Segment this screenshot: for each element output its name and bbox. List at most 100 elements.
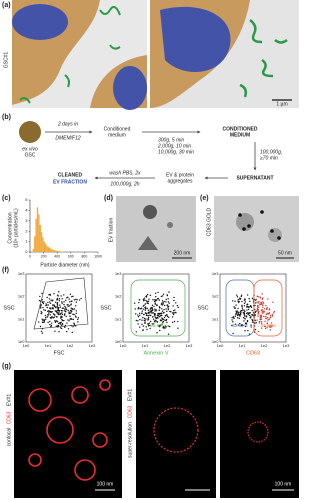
dot (67, 296, 69, 299)
dot (142, 298, 145, 300)
dot (163, 304, 166, 307)
dot (63, 314, 66, 316)
dot (242, 324, 244, 327)
dot (162, 321, 164, 323)
dot (246, 303, 249, 306)
scale-label: 1 µm (276, 101, 287, 107)
dot (260, 318, 263, 320)
dot (240, 294, 243, 296)
dot (162, 293, 165, 295)
dot (47, 321, 49, 324)
dot (77, 317, 80, 319)
dot (271, 315, 274, 317)
dot (145, 312, 147, 314)
dot (153, 313, 156, 315)
dot (269, 325, 271, 327)
dot (49, 311, 51, 313)
dot (241, 305, 243, 308)
dot (164, 314, 167, 317)
dot (62, 307, 65, 309)
dot (42, 302, 45, 305)
dot (63, 301, 65, 303)
dot (75, 301, 78, 303)
dot (248, 305, 250, 308)
histogram-bar (32, 248, 35, 252)
dot (56, 299, 58, 301)
dot (57, 306, 59, 309)
dot (261, 298, 264, 300)
dot (48, 294, 50, 296)
dot (54, 314, 56, 316)
axis-label: SSC (197, 305, 208, 311)
x-tick-label: 1e1 (239, 343, 246, 348)
dot (145, 307, 147, 310)
dot (56, 302, 58, 304)
dot (151, 307, 153, 309)
x-tick-label: 1e0 (120, 343, 127, 348)
dot (61, 310, 63, 312)
dot (141, 323, 143, 326)
dot (72, 313, 74, 316)
dot (240, 310, 242, 312)
dot (146, 301, 149, 303)
dot (54, 321, 57, 323)
dot (47, 301, 49, 304)
dot (147, 325, 150, 327)
dot (70, 318, 73, 320)
dot (148, 298, 150, 300)
dot (41, 301, 44, 303)
dot (54, 330, 56, 332)
dot (46, 306, 48, 309)
dot (51, 304, 54, 306)
dot (50, 325, 52, 328)
dot (43, 318, 45, 321)
dot (260, 301, 262, 303)
dot (171, 321, 174, 324)
dot (251, 297, 254, 299)
dot (57, 295, 59, 297)
histogram-bar (59, 251, 62, 252)
dot (156, 314, 159, 317)
dot (69, 318, 71, 320)
dot (164, 325, 167, 327)
dot (272, 301, 274, 303)
step-label: wash PBS, 2x (109, 170, 141, 176)
dot (65, 308, 67, 310)
dot (146, 328, 148, 331)
dot (261, 309, 263, 311)
dot (266, 307, 269, 309)
dot (244, 325, 247, 328)
dot (259, 296, 261, 298)
dot (231, 324, 233, 327)
panel-letter: (c) (2, 195, 11, 202)
panel-letter: (d) (104, 195, 113, 202)
dot (267, 313, 269, 315)
gate (33, 277, 89, 330)
dot (137, 315, 140, 318)
dot (64, 308, 66, 310)
dot (265, 304, 267, 307)
dot (249, 300, 251, 303)
dot (241, 307, 244, 309)
dot (257, 304, 259, 307)
dot (72, 308, 74, 311)
dot (146, 293, 149, 296)
dot (263, 308, 266, 310)
dot (252, 314, 254, 317)
dot (246, 294, 249, 296)
node-label: medium (108, 132, 126, 138)
dot-cloud (133, 291, 179, 335)
dot (146, 302, 148, 304)
dot (155, 299, 157, 301)
dot (263, 315, 265, 318)
y-tick-label: 1e2 (212, 294, 219, 299)
dot (46, 304, 48, 306)
histogram-bar (46, 245, 48, 252)
dot (172, 312, 174, 314)
dot (149, 324, 151, 327)
dot (61, 312, 63, 314)
dot (151, 312, 153, 314)
dot (264, 327, 267, 330)
dot (162, 327, 165, 329)
dot (43, 320, 46, 322)
